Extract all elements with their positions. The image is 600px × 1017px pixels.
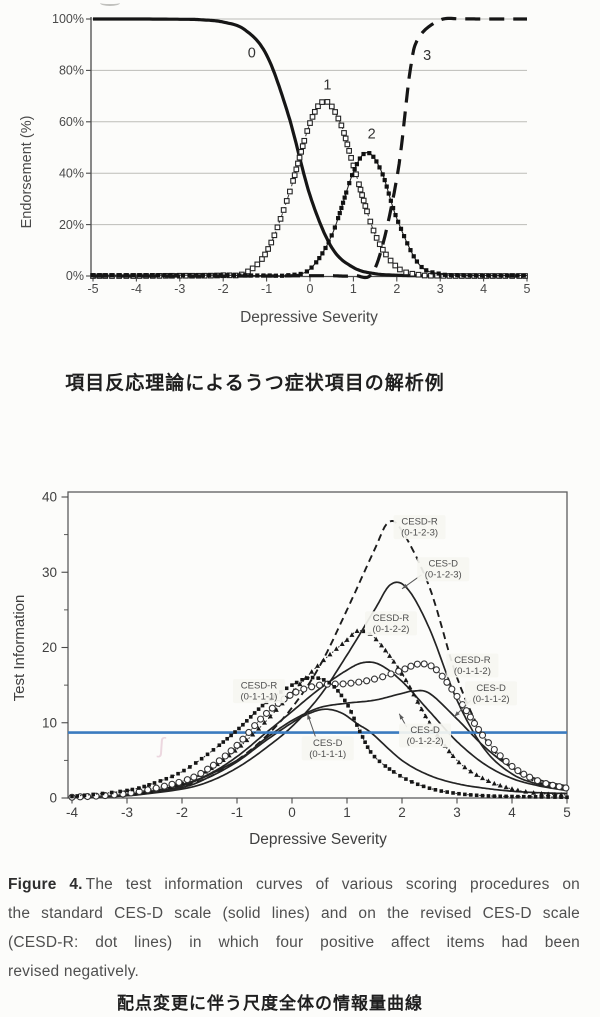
svg-text:CESD-R: CESD-R: [401, 517, 438, 528]
svg-text:4: 4: [508, 805, 516, 820]
svg-text:30: 30: [42, 565, 57, 580]
svg-text:1: 1: [323, 78, 331, 94]
svg-text:(0-1-2-3): (0-1-2-3): [425, 570, 462, 581]
svg-text:Depressive Severity: Depressive Severity: [249, 831, 387, 848]
caption-line: Figure 4. The test information curves of …: [8, 870, 580, 899]
caption-line: revised negatively.: [8, 963, 140, 980]
svg-text:Test Information: Test Information: [11, 595, 28, 702]
svg-text:0: 0: [307, 282, 314, 296]
svg-text:4: 4: [480, 282, 487, 296]
svg-text:(0-1-1-2): (0-1-1-2): [473, 694, 510, 705]
svg-text:CES-D: CES-D: [410, 725, 440, 736]
svg-text:0: 0: [248, 46, 256, 62]
svg-text:5: 5: [563, 805, 571, 820]
svg-text:-2: -2: [176, 805, 188, 820]
svg-text:-3: -3: [121, 805, 133, 820]
svg-text:(0-1-2-2): (0-1-2-2): [373, 624, 410, 635]
svg-text:Endorsement (%): Endorsement (%): [19, 116, 35, 229]
svg-text:CESD-R: CESD-R: [454, 655, 491, 666]
svg-text:40: 40: [42, 490, 57, 505]
svg-text:1: 1: [350, 282, 357, 296]
svg-text:CESD-R: CESD-R: [241, 681, 278, 692]
svg-text:40%: 40%: [59, 166, 84, 180]
caption-line: (CESD-R: dot lines) in which four positi…: [8, 934, 580, 951]
svg-text:2: 2: [393, 282, 400, 296]
svg-text:CES-D: CES-D: [313, 738, 343, 749]
svg-text:-3: -3: [174, 282, 185, 296]
svg-text:20%: 20%: [59, 218, 84, 232]
svg-text:(0-1-2-3): (0-1-2-3): [401, 528, 438, 539]
svg-text:(0-1-1-1): (0-1-1-1): [241, 692, 278, 703]
svg-text:3: 3: [453, 805, 461, 820]
svg-text:CES-D: CES-D: [476, 683, 506, 694]
svg-text:-1: -1: [261, 282, 272, 296]
svg-text:80%: 80%: [59, 64, 84, 78]
svg-text:1: 1: [343, 805, 351, 820]
svg-text:0: 0: [288, 805, 296, 820]
svg-text:Depressive Severity: Depressive Severity: [240, 309, 378, 326]
bottom-figure-caption-jp: 配点変更に伴う尺度全体の情報量曲線: [117, 994, 423, 1014]
svg-text:5: 5: [524, 282, 531, 296]
svg-text:3: 3: [437, 282, 444, 296]
item-response-chart: 0% 20% 40% 60% 80% 100% -5 -4 -3 -2 -1 0 1 2 3 4 5 0 1 2 3 En…: [19, 12, 531, 326]
svg-text:(0-1-2-2): (0-1-2-2): [407, 736, 444, 747]
scan-artifact-top: [100, 0, 120, 6]
svg-text:(0-1-1-1): (0-1-1-1): [309, 749, 346, 760]
svg-text:2: 2: [368, 127, 376, 143]
svg-text:-1: -1: [231, 805, 243, 820]
caption-line: the standard CES-D scale (solid lines) a…: [8, 905, 580, 922]
svg-text:CES-D: CES-D: [428, 559, 458, 570]
svg-text:-4: -4: [131, 282, 142, 296]
svg-text:0%: 0%: [66, 269, 84, 283]
svg-text:0: 0: [49, 791, 57, 806]
caption-text: The test information curves of various s…: [85, 876, 580, 893]
svg-text:3: 3: [423, 48, 431, 64]
svg-text:20: 20: [42, 640, 57, 655]
top-figure-caption-jp: 項目反応理論によるうつ症状項目の解析例: [65, 372, 445, 394]
svg-text:-4: -4: [66, 805, 78, 820]
figure-label: Figure 4.: [8, 876, 83, 893]
svg-text:10: 10: [42, 715, 57, 730]
svg-text:100%: 100%: [52, 12, 84, 26]
svg-text:∫: ∫: [156, 733, 168, 759]
svg-text:-5: -5: [87, 282, 98, 296]
figure-4-caption: Figure 4. The test information curves of …: [8, 870, 580, 986]
svg-text:CESD-R: CESD-R: [373, 613, 410, 624]
svg-text:-2: -2: [218, 282, 229, 296]
svg-text:2: 2: [398, 805, 406, 820]
svg-text:60%: 60%: [59, 115, 84, 129]
svg-text:(0-1-1-2): (0-1-1-2): [454, 666, 491, 677]
